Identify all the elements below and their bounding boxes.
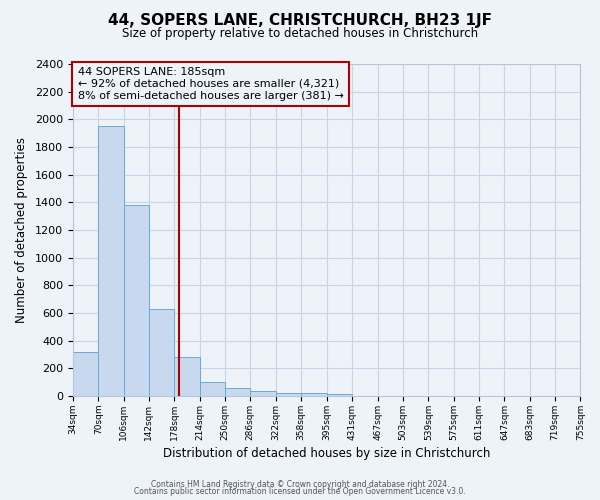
Bar — [327, 394, 352, 396]
Bar — [98, 126, 124, 396]
X-axis label: Distribution of detached houses by size in Christchurch: Distribution of detached houses by size … — [163, 447, 490, 460]
Bar — [301, 394, 327, 396]
Bar — [149, 309, 174, 396]
Bar — [174, 358, 200, 396]
Text: Contains HM Land Registry data © Crown copyright and database right 2024.: Contains HM Land Registry data © Crown c… — [151, 480, 449, 489]
Text: 44, SOPERS LANE, CHRISTCHURCH, BH23 1JF: 44, SOPERS LANE, CHRISTCHURCH, BH23 1JF — [108, 12, 492, 28]
Text: Contains public sector information licensed under the Open Government Licence v3: Contains public sector information licen… — [134, 487, 466, 496]
Bar — [200, 382, 225, 396]
Bar — [124, 205, 149, 396]
Bar — [73, 352, 98, 396]
Bar — [275, 392, 301, 396]
Text: Size of property relative to detached houses in Christchurch: Size of property relative to detached ho… — [122, 28, 478, 40]
Text: 44 SOPERS LANE: 185sqm
← 92% of detached houses are smaller (4,321)
8% of semi-d: 44 SOPERS LANE: 185sqm ← 92% of detached… — [78, 68, 344, 100]
Y-axis label: Number of detached properties: Number of detached properties — [15, 137, 28, 323]
Bar — [225, 388, 250, 396]
Bar — [250, 390, 275, 396]
